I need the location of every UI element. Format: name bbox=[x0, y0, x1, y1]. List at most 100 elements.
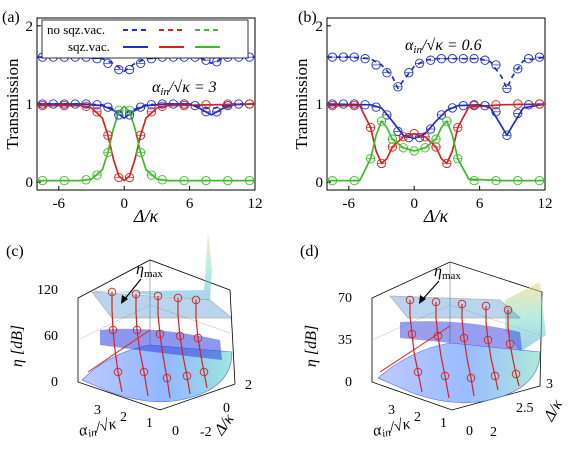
panel-a-series-0 bbox=[37, 56, 255, 73]
panel-b-marker bbox=[425, 124, 436, 134]
panel-a-marker bbox=[48, 99, 58, 109]
panel-b-marker bbox=[398, 143, 408, 153]
panel-c-arrow bbox=[123, 278, 142, 301]
panel-d-ytick-0: 3 bbox=[546, 377, 553, 392]
panel-d-xtick-1: 2 bbox=[414, 410, 421, 425]
panel-a-marker bbox=[244, 175, 255, 186]
d-cuts-marker bbox=[440, 371, 450, 381]
panel-a-marker bbox=[103, 102, 113, 112]
panel-d-plane-label: ηmax bbox=[434, 263, 461, 282]
panel-d-ztick-1: 35 bbox=[338, 333, 352, 348]
panel-c-xlabel: αin/√κ bbox=[77, 415, 118, 442]
panel-a-ytick-label: 2 bbox=[26, 19, 34, 35]
panel-b-marker bbox=[393, 126, 403, 137]
panel-c-xtick-0: 3 bbox=[94, 403, 101, 418]
panel-b-marker bbox=[447, 103, 458, 113]
panel-b-marker bbox=[360, 54, 370, 64]
panel-a-marker bbox=[70, 99, 80, 109]
panel-b-marker bbox=[453, 154, 463, 164]
d-cuts-marker bbox=[483, 335, 493, 345]
panel-c-grid bbox=[149, 304, 231, 334]
panel-c-label: (c) bbox=[6, 243, 24, 260]
c-cuts-curve-4 bbox=[195, 300, 208, 389]
panel-b-marker bbox=[338, 52, 349, 62]
panel-c-zlabel: η [dB] bbox=[9, 325, 26, 367]
panel-b-marker bbox=[327, 100, 338, 111]
panel-a-marker bbox=[124, 105, 135, 115]
panel-b-marker bbox=[431, 134, 441, 144]
panel-b-marker bbox=[469, 100, 479, 111]
panel-b-marker bbox=[349, 100, 359, 111]
panel-b-label: (b) bbox=[298, 9, 317, 26]
panel-a-marker bbox=[190, 100, 200, 111]
c-cuts-marker bbox=[132, 325, 142, 335]
panel-a-marker bbox=[157, 175, 167, 185]
panel-b-marker bbox=[523, 54, 534, 64]
panel-b-marker bbox=[360, 100, 370, 110]
panel-b-marker bbox=[447, 54, 458, 64]
panel-a-marker bbox=[179, 175, 189, 186]
panel-c-ytick-1: 0 bbox=[223, 401, 230, 416]
c-cuts-marker bbox=[173, 293, 183, 303]
panel-b-series-1 bbox=[326, 103, 546, 140]
panel-a-xtick-label: 0 bbox=[120, 196, 128, 212]
panel-b-marker bbox=[491, 100, 501, 110]
panel-d-ylabel: Δ/κ bbox=[540, 397, 566, 425]
panel-a-xtick-label: 6 bbox=[186, 196, 194, 212]
d-cuts-curve-3 bbox=[485, 306, 499, 391]
c-cuts-marker bbox=[175, 331, 185, 341]
panel-c-ytick-2: -2 bbox=[200, 425, 212, 440]
panel-b-ytick-label: 0 bbox=[316, 175, 324, 191]
panel-c-xtick-3: 0 bbox=[172, 424, 179, 439]
panel-a-marker bbox=[157, 99, 167, 109]
panel-b-series-2 bbox=[327, 103, 546, 165]
panel-c-ytick-0: 2 bbox=[245, 378, 252, 393]
panel-b-marker bbox=[382, 68, 392, 78]
d-cuts-marker bbox=[405, 295, 415, 305]
panel-b-series-0 bbox=[327, 56, 546, 90]
panel-b-marker bbox=[534, 99, 545, 109]
panel-b-marker bbox=[513, 64, 523, 74]
panel-b-marker bbox=[409, 129, 419, 139]
panel-a-label: (a) bbox=[2, 9, 20, 26]
panel-b-marker bbox=[327, 175, 338, 186]
panel-a-xlabel: Δ/κ bbox=[133, 206, 159, 226]
panel-b-marker bbox=[365, 122, 376, 133]
panel-c: (c) 120 60 0 η [dB] 3 2 1 0 αin/√κ 2 0 -… bbox=[6, 232, 252, 442]
d-cuts-marker bbox=[431, 297, 441, 307]
d-cuts-marker bbox=[457, 299, 467, 309]
panel-a-marker bbox=[103, 130, 113, 140]
panel-c-ztick-2: 0 bbox=[51, 375, 58, 390]
c-cuts-marker bbox=[131, 289, 141, 299]
panel-b-marker bbox=[398, 132, 408, 142]
panel-a-marker bbox=[103, 147, 113, 158]
panel-d-ytick-1: 2.5 bbox=[516, 401, 534, 416]
panel-d: (d) 70 35 0 η [dB] 3 2 1 0 αin/√κ 3 2.5 … bbox=[300, 243, 566, 442]
panel-b-marker bbox=[431, 142, 441, 152]
panel-a-marker bbox=[59, 100, 69, 111]
panel-b-marker bbox=[480, 55, 490, 65]
panel-a-marker bbox=[223, 99, 233, 109]
d-cuts-marker bbox=[511, 369, 521, 379]
panel-c-grid bbox=[77, 304, 151, 341]
panel-b-marker bbox=[338, 99, 349, 109]
panel-b-xlabel: Δ/κ bbox=[423, 206, 449, 226]
panel-b-marker bbox=[513, 108, 523, 119]
panel-a-marker bbox=[124, 110, 135, 120]
c-cuts-marker bbox=[139, 367, 149, 377]
panel-b-marker bbox=[480, 100, 490, 111]
panel-b-marker bbox=[442, 116, 452, 126]
panel-b-ytick-label: 1 bbox=[316, 97, 324, 113]
panel-a-marker bbox=[135, 102, 146, 112]
panel-b-marker bbox=[349, 52, 359, 62]
panel-a-marker bbox=[114, 64, 124, 75]
panel-c-box-back bbox=[77, 259, 236, 385]
d-cuts-marker bbox=[433, 331, 443, 341]
c-cuts-marker bbox=[107, 287, 117, 297]
panel-b-marker bbox=[491, 175, 501, 186]
panel-c-xtick-1: 2 bbox=[120, 410, 127, 425]
panel-a-marker bbox=[146, 107, 157, 117]
panel-a-ytick-label: 0 bbox=[26, 175, 34, 191]
